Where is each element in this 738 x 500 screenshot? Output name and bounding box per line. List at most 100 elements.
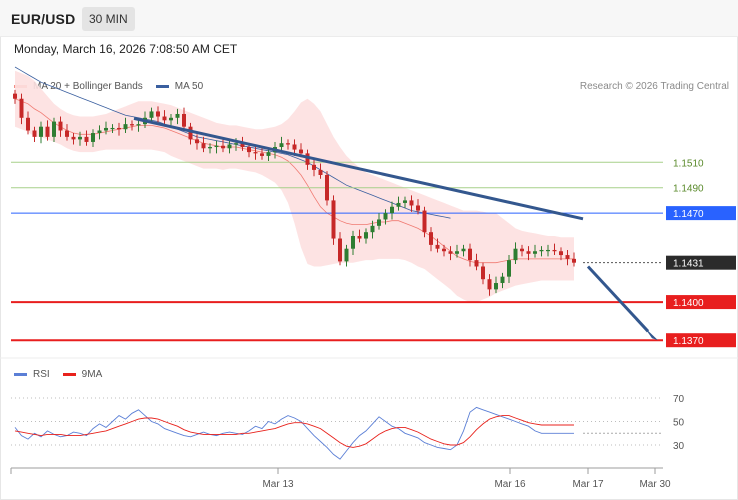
rsi-tick-50: 50	[673, 418, 685, 429]
candle-body	[292, 144, 297, 150]
candle-body	[208, 147, 212, 149]
candle-body	[442, 248, 446, 252]
legend-ma20-label: MA 20 + Bollinger Bands	[33, 81, 143, 92]
candle-body	[156, 111, 160, 117]
candle-body	[435, 244, 440, 249]
candle-body	[364, 232, 368, 239]
rsi-tick-30: 30	[673, 441, 685, 452]
level-label-bg-5	[666, 333, 736, 348]
candle-body	[26, 117, 30, 131]
candle-body	[520, 248, 524, 252]
level-label-4: 1.1400	[673, 298, 704, 309]
timeframe-button[interactable]: 30 MIN	[82, 7, 135, 31]
candle-body	[396, 202, 401, 207]
candle-body	[162, 116, 167, 121]
candle-body	[572, 258, 576, 263]
level-label-bg-4	[666, 295, 736, 310]
legend-rsi-label: RSI	[33, 369, 50, 380]
candle-body	[221, 145, 225, 149]
candle-body	[39, 126, 43, 137]
candle-body	[533, 251, 537, 254]
level-label-3: 1.1431	[673, 259, 704, 270]
candle-body	[299, 149, 303, 154]
candle-body	[279, 143, 284, 148]
candle-body	[318, 169, 323, 175]
candle-body	[117, 127, 121, 130]
candle-body	[500, 276, 505, 284]
level-label-bg-3	[666, 255, 736, 270]
candle-body	[130, 124, 134, 126]
candle-body	[195, 139, 199, 144]
candle-body	[91, 133, 95, 142]
rsi-line	[14, 406, 574, 460]
candle-body	[97, 130, 102, 134]
bollinger-band	[15, 70, 574, 303]
timestamp: Monday, March 16, 2026 7:08:50 AM CET	[14, 42, 238, 56]
candle-body	[474, 260, 479, 267]
candle-body	[123, 124, 128, 130]
candle-body	[416, 205, 420, 211]
candle-body	[448, 251, 453, 254]
candle-body	[409, 200, 414, 206]
level-label-0: 1.1510	[673, 158, 704, 169]
credit-text: Research © 2026 Trading Central	[579, 81, 729, 92]
candle-body	[71, 136, 76, 140]
candle-body	[494, 283, 498, 290]
candle-body	[390, 206, 394, 214]
level-label-bg-2	[666, 206, 736, 221]
candle-body	[312, 164, 316, 170]
candle-body	[260, 153, 264, 156]
candle-body	[149, 111, 154, 118]
candle-body	[507, 260, 511, 277]
candle-body	[331, 200, 336, 239]
level-label-1: 1.1490	[673, 184, 704, 195]
candle-body	[429, 232, 433, 245]
candle-body	[481, 266, 485, 280]
candle-body	[325, 174, 329, 201]
candle-body	[513, 248, 518, 261]
legend-rsi: RSI 9MA	[14, 369, 102, 380]
candle-body	[539, 249, 544, 252]
ma50-swatch	[155, 85, 169, 88]
candle-body	[58, 121, 63, 131]
candle-body	[338, 238, 342, 262]
legend-ma50-label: MA 50	[174, 81, 204, 92]
x-tick-label-3: Mar 30	[639, 479, 671, 490]
legend-rsi-ma-label: 9MA	[81, 369, 103, 380]
trendline	[133, 116, 584, 221]
candle-body	[84, 136, 89, 142]
rsi-ma-swatch	[62, 373, 76, 376]
candle-body	[468, 248, 472, 261]
symbol-label[interactable]: EUR/USD	[11, 11, 76, 27]
ma20-line	[14, 98, 574, 264]
level-label-5: 1.1370	[673, 336, 704, 347]
level-label-2: 1.1470	[673, 209, 704, 220]
candle-body	[169, 117, 173, 121]
x-tick-label-2: Mar 17	[572, 479, 604, 490]
candle-body	[240, 143, 245, 148]
candle-body	[104, 127, 108, 131]
candle-body	[383, 213, 388, 220]
candle-body	[201, 143, 206, 149]
candle-body	[45, 126, 50, 137]
forecast-arrow-head	[644, 326, 658, 341]
candle-body	[266, 152, 271, 156]
candle-body	[136, 124, 141, 126]
candle-body	[455, 251, 459, 254]
candle-body	[344, 248, 349, 262]
candle-body	[305, 153, 310, 165]
candle-body	[234, 143, 238, 145]
candle-body	[227, 144, 232, 149]
candle-body	[188, 126, 193, 140]
candle-body	[357, 235, 362, 239]
candle-body	[487, 279, 492, 290]
candle-body	[19, 98, 24, 118]
ma50-line	[14, 66, 451, 219]
candle-body	[559, 251, 563, 256]
candle-body	[65, 130, 69, 137]
candle-body	[78, 136, 82, 140]
candle-body	[377, 219, 381, 226]
candle-body	[110, 127, 115, 130]
candle-body	[403, 200, 407, 203]
